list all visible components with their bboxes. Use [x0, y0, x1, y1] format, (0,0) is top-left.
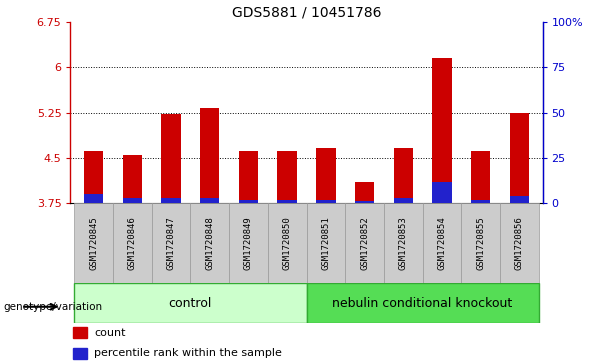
- Bar: [509, 113, 529, 203]
- Bar: [316, 148, 335, 203]
- Bar: [306, 283, 539, 323]
- Bar: [422, 203, 461, 283]
- Bar: [345, 203, 384, 283]
- Bar: [74, 203, 113, 283]
- Bar: [278, 200, 297, 203]
- Text: GSM1720855: GSM1720855: [476, 216, 485, 270]
- Title: GDS5881 / 10451786: GDS5881 / 10451786: [232, 5, 381, 19]
- Bar: [191, 203, 229, 283]
- Text: nebulin conditional knockout: nebulin conditional knockout: [332, 297, 512, 310]
- Bar: [432, 58, 452, 203]
- Bar: [200, 198, 219, 203]
- Bar: [394, 148, 413, 203]
- Bar: [355, 201, 374, 203]
- Bar: [461, 203, 500, 283]
- Bar: [73, 348, 87, 359]
- Bar: [239, 200, 258, 203]
- Bar: [84, 151, 104, 203]
- Bar: [432, 182, 452, 203]
- Bar: [152, 203, 191, 283]
- Bar: [84, 194, 104, 203]
- Bar: [268, 203, 306, 283]
- Text: GSM1720852: GSM1720852: [360, 216, 369, 270]
- Bar: [161, 114, 181, 203]
- Bar: [200, 108, 219, 203]
- Text: count: count: [94, 328, 126, 338]
- Bar: [123, 198, 142, 203]
- Text: GSM1720847: GSM1720847: [167, 216, 175, 270]
- Bar: [278, 151, 297, 203]
- Bar: [73, 327, 87, 338]
- Bar: [229, 203, 268, 283]
- Bar: [394, 198, 413, 203]
- Bar: [306, 203, 345, 283]
- Bar: [123, 155, 142, 203]
- Text: GSM1720845: GSM1720845: [89, 216, 98, 270]
- Bar: [471, 200, 490, 203]
- Text: GSM1720856: GSM1720856: [515, 216, 524, 270]
- Text: genotype/variation: genotype/variation: [3, 302, 102, 312]
- Bar: [384, 203, 422, 283]
- Text: GSM1720853: GSM1720853: [398, 216, 408, 270]
- Text: GSM1720848: GSM1720848: [205, 216, 215, 270]
- Bar: [500, 203, 539, 283]
- Bar: [239, 151, 258, 203]
- Text: GSM1720851: GSM1720851: [321, 216, 330, 270]
- Bar: [316, 200, 335, 203]
- Text: GSM1720850: GSM1720850: [283, 216, 292, 270]
- Text: GSM1720854: GSM1720854: [438, 216, 446, 270]
- Bar: [509, 196, 529, 203]
- Text: GSM1720849: GSM1720849: [244, 216, 253, 270]
- Bar: [113, 203, 152, 283]
- Bar: [471, 151, 490, 203]
- Bar: [161, 198, 181, 203]
- Text: percentile rank within the sample: percentile rank within the sample: [94, 348, 282, 358]
- Bar: [74, 283, 306, 323]
- Bar: [355, 182, 374, 203]
- Text: GSM1720846: GSM1720846: [128, 216, 137, 270]
- Text: control: control: [169, 297, 212, 310]
